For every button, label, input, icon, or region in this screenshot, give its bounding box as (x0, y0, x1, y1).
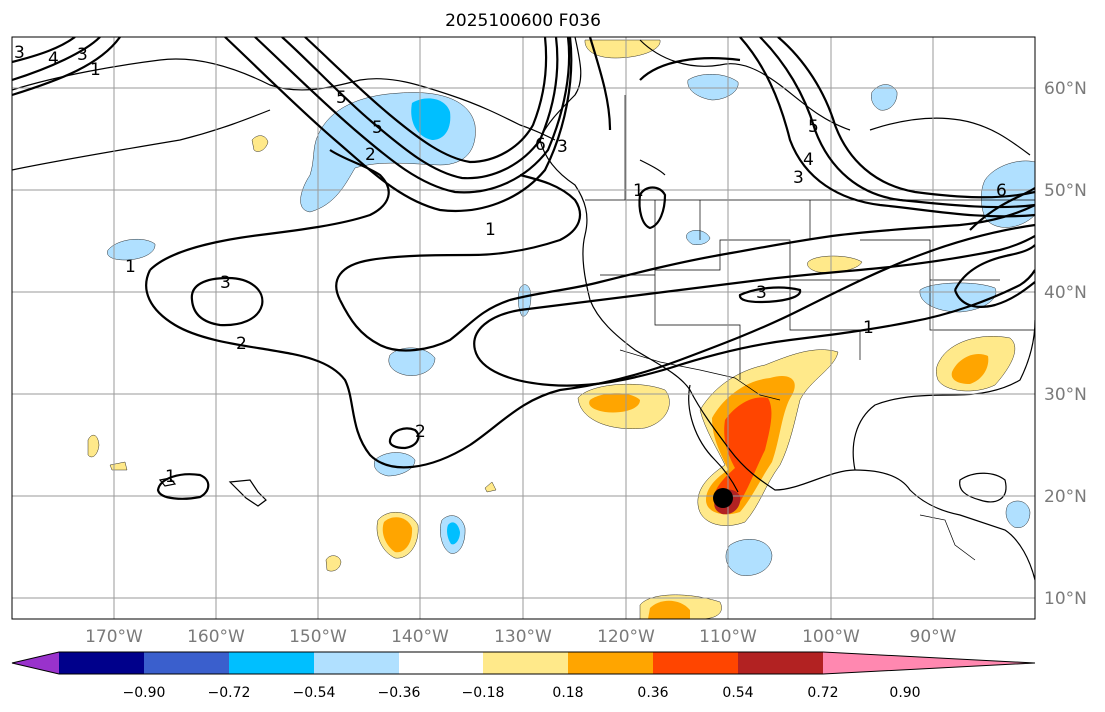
colorbar-tick-label: 0.90 (889, 685, 920, 701)
pos-core-south (648, 600, 690, 619)
lon-tick-label: 160°W (187, 627, 245, 647)
colorbar-segment (653, 652, 738, 674)
lon-tick-labels: 170°W 160°W 150°W 140°W 130°W 120°W 110°… (85, 627, 957, 647)
contour-label-group: 3 4 3 1 5 2 6 5 1 3 1 3 2 3 1 2 1 4 3 5 … (14, 43, 1007, 487)
lon-tick-label: 100°W (802, 627, 860, 647)
contour-label: 1 (125, 257, 136, 277)
colorbar-tick-label: −0.36 (378, 685, 421, 701)
colorbar-tick-label: 0.72 (807, 685, 838, 701)
lon-tick-label: 110°W (699, 627, 757, 647)
contour-label: 1 (90, 60, 101, 80)
colorbar-tick-label: 0.54 (722, 685, 753, 701)
pos-area-w1 (251, 135, 269, 152)
pos-area-top (584, 39, 661, 59)
lon-tick-label: 140°W (391, 627, 449, 647)
colorbar-segment (229, 652, 314, 674)
colorbar-tick-label: 0.18 (552, 685, 583, 701)
colorbar-segment (738, 652, 823, 674)
colorbar-segment (568, 652, 653, 674)
lat-tick-labels: 10°N 20°N 30°N 40°N 50°N 60°N (1044, 79, 1087, 609)
contour-label: 1 (485, 220, 496, 240)
pos-core-pacific (589, 393, 640, 413)
colorbar-low-extend (12, 652, 59, 674)
lat-tick-label: 40°N (1044, 283, 1087, 303)
lon-tick-label: 170°W (85, 627, 143, 647)
pos-area-w4 (325, 555, 342, 572)
neg-area-labrador (871, 84, 898, 111)
neg-area-w2 (388, 347, 436, 376)
contour-label: 5 (372, 118, 383, 138)
graticule (12, 37, 1035, 619)
neg-area-w1 (107, 239, 156, 261)
lon-tick-label: 120°W (597, 627, 655, 647)
colorbar-segment (314, 652, 399, 674)
lat-tick-label: 30°N (1044, 385, 1087, 405)
contour-label: 3 (14, 43, 25, 63)
colorbar-tick-label: −0.54 (293, 685, 336, 701)
contour-label: 3 (756, 283, 767, 303)
contour-label: 3 (557, 137, 568, 157)
pos-area-w2 (87, 434, 100, 458)
pos-core-gulf (951, 353, 989, 384)
contour-label: 6 (996, 181, 1007, 201)
neg-area-w5 (725, 539, 773, 576)
contour-label: 1 (165, 467, 176, 487)
colorbar-segment (483, 652, 568, 674)
colorbar-tick-label: −0.72 (208, 685, 251, 701)
colorbar-segment (399, 652, 483, 674)
lon-tick-label: 130°W (494, 627, 552, 647)
map-frame (11, 36, 1036, 620)
storm-center-marker (713, 488, 733, 508)
colorbar (11, 651, 1036, 675)
lon-tick-label: 150°W (289, 627, 347, 647)
colorbar-high-extend (823, 652, 1035, 674)
colorbar-segment (59, 652, 144, 674)
contour-label: 4 (803, 150, 814, 170)
contour-label: 6 (535, 135, 546, 155)
pos-area-w5 (484, 481, 497, 493)
contour-label: 3 (793, 168, 804, 188)
neg-core-gulf-alaska (411, 98, 451, 140)
map-area: 3 4 3 1 5 2 6 5 1 3 1 3 2 3 1 2 1 4 3 5 … (12, 37, 1035, 619)
pos-core-sw1 (382, 517, 413, 553)
neg-core-w4 (447, 522, 460, 545)
contour-label: 2 (236, 334, 247, 354)
contour-label: 4 (48, 49, 59, 69)
lat-tick-label: 10°N (1044, 589, 1087, 609)
colorbar-segment (144, 652, 229, 674)
contour-label: 5 (808, 117, 819, 137)
lon-tick-label: 90°W (910, 627, 957, 647)
figure-title: 2025100600 F036 (445, 11, 601, 31)
neg-area-w8 (1005, 500, 1031, 528)
colorbar-tick-label: −0.18 (462, 685, 505, 701)
lat-tick-label: 20°N (1044, 487, 1087, 507)
neg-area-w3 (374, 452, 416, 477)
contour-label: 5 (336, 88, 347, 108)
contour-label: 1 (863, 318, 874, 338)
contour-lines (12, 37, 1035, 500)
lat-tick-label: 50°N (1044, 181, 1087, 201)
contour-label: 3 (220, 273, 231, 293)
colorbar-outline (11, 651, 1036, 675)
contour-label: 2 (415, 422, 426, 442)
colorbar-tick-labels: −0.90 −0.72 −0.54 −0.36 −0.18 0.18 0.36 … (123, 685, 921, 701)
neg-area-hudson (687, 74, 739, 101)
contour-label: 2 (365, 145, 376, 165)
colorbar-tick-label: 0.36 (637, 685, 668, 701)
colorbar-tick-label: −0.90 (123, 685, 166, 701)
lat-tick-label: 60°N (1044, 79, 1087, 99)
contour-label: 3 (77, 45, 88, 65)
contour-label: 1 (633, 181, 644, 201)
